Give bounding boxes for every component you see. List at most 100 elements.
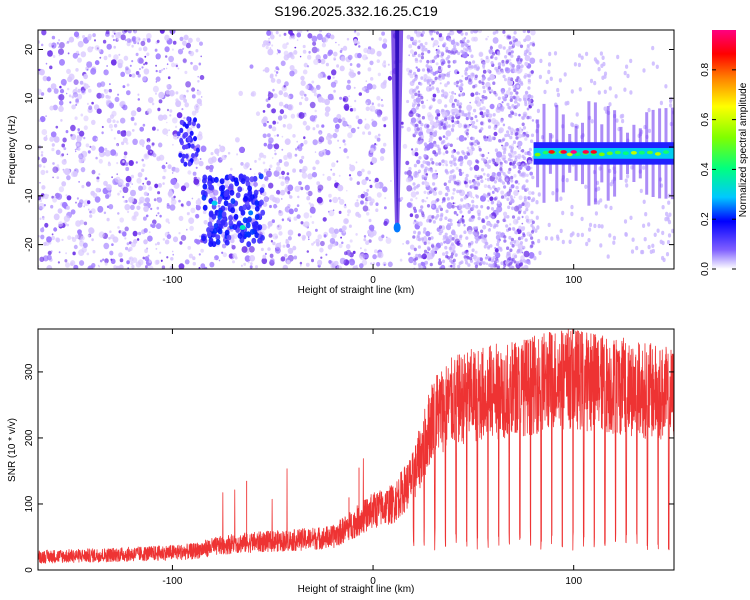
speckle-dot [92,135,98,142]
speckle-dot [400,196,404,201]
speckle-dot [369,184,373,189]
speckle-dot [332,196,339,204]
speckle-dot [137,172,143,178]
speckle-dot [169,204,176,211]
speckle-dot [348,224,352,228]
speckle-dot [503,263,507,268]
speckle-dot [183,116,186,120]
speckle-dot [486,173,490,177]
speckle-dot [46,254,52,261]
speckle-dot [143,228,148,233]
snr-y-label: SNR (10 * v/v) [7,418,18,482]
speckle-dot [381,62,387,68]
speckle-dot [475,144,478,146]
y-tick-label: 0 [24,144,35,150]
speckle-dot [280,189,286,196]
speckle-dot [111,34,115,38]
speckle-dot [41,43,44,47]
snr-series [38,329,674,564]
speckle-dot [474,139,478,144]
speckle-dot [527,261,531,265]
speckle-dot [119,258,124,263]
speckle-dot [127,210,130,214]
speckle-dot [429,78,433,83]
speckle-dot [308,50,311,54]
speckle-dot [426,124,430,128]
cluster-dot [180,158,185,164]
speckle-dot [157,114,164,121]
speckle-dot [427,241,431,245]
speckle-dot [421,174,425,179]
speckle-dot [38,164,42,168]
speckle-dot [499,161,503,166]
speckle-dot [53,227,58,232]
speckle-dot [277,115,283,121]
speckle-dot [510,175,514,180]
speckle-dot [528,252,535,259]
speckle-dot [453,181,457,185]
speckle-dot [47,250,52,256]
speckle-dot [303,236,306,239]
speckle-dot [324,111,330,117]
speckle-dot [490,55,494,59]
speckle-dot [444,104,448,108]
line-speckle [545,79,549,85]
speckle-dot [515,40,522,47]
cluster-dot [229,189,235,196]
speckle-dot [435,62,439,66]
speckle-dot [509,161,513,166]
speckle-dot [470,253,474,257]
speckle-dot [91,101,94,105]
speckle-dot [283,161,289,167]
speckle-dot [322,36,329,43]
speckle-dot [421,68,426,72]
cluster-dot [184,123,189,129]
speckle-dot [58,186,65,193]
speckle-dot [493,119,499,126]
line-speckle [580,55,584,60]
speckle-dot [310,208,316,214]
cluster-dot [208,237,214,244]
speckle-dot [445,192,449,197]
speckle-dot [275,235,278,239]
speckle-dot [428,187,432,191]
speckle-dot [66,92,68,95]
speckle-dot [135,261,142,268]
speckle-dot [282,43,288,50]
line-speckle [606,254,610,259]
line-speckle [624,178,628,183]
speckle-dot [445,251,449,255]
speckle-dot [360,193,365,199]
speckle-dot [508,256,512,261]
line-speckle [551,191,555,196]
speckle-dot [485,215,489,220]
speckle-dot [530,166,533,170]
speckle-dot [514,112,518,117]
speckle-dot [338,210,342,214]
speckle-dot [38,40,41,44]
speckle-dot [94,196,101,203]
speckle-dot [156,39,160,44]
speckle-dot [453,210,457,215]
speckle-dot [299,159,304,164]
speckle-dot [44,222,49,228]
speckle-dot [179,94,185,101]
cluster-dot [233,213,239,220]
speckle-dot [178,232,181,235]
speckle-dot [480,121,484,126]
speckle-dot [414,129,418,134]
speckle-dot [492,37,499,44]
speckle-dot [522,245,526,250]
speckle-dot [360,200,364,205]
line-speckle [621,118,625,124]
speckle-dot [196,90,202,96]
speckle-dot [69,101,72,104]
speckle-dot [521,149,525,153]
line-speckle [532,197,536,202]
speckle-dot [266,120,269,124]
y-tick-label: 100 [24,495,35,512]
line-speckle [614,94,618,99]
speckle-dot [480,127,484,131]
speckle-dot [299,90,305,96]
